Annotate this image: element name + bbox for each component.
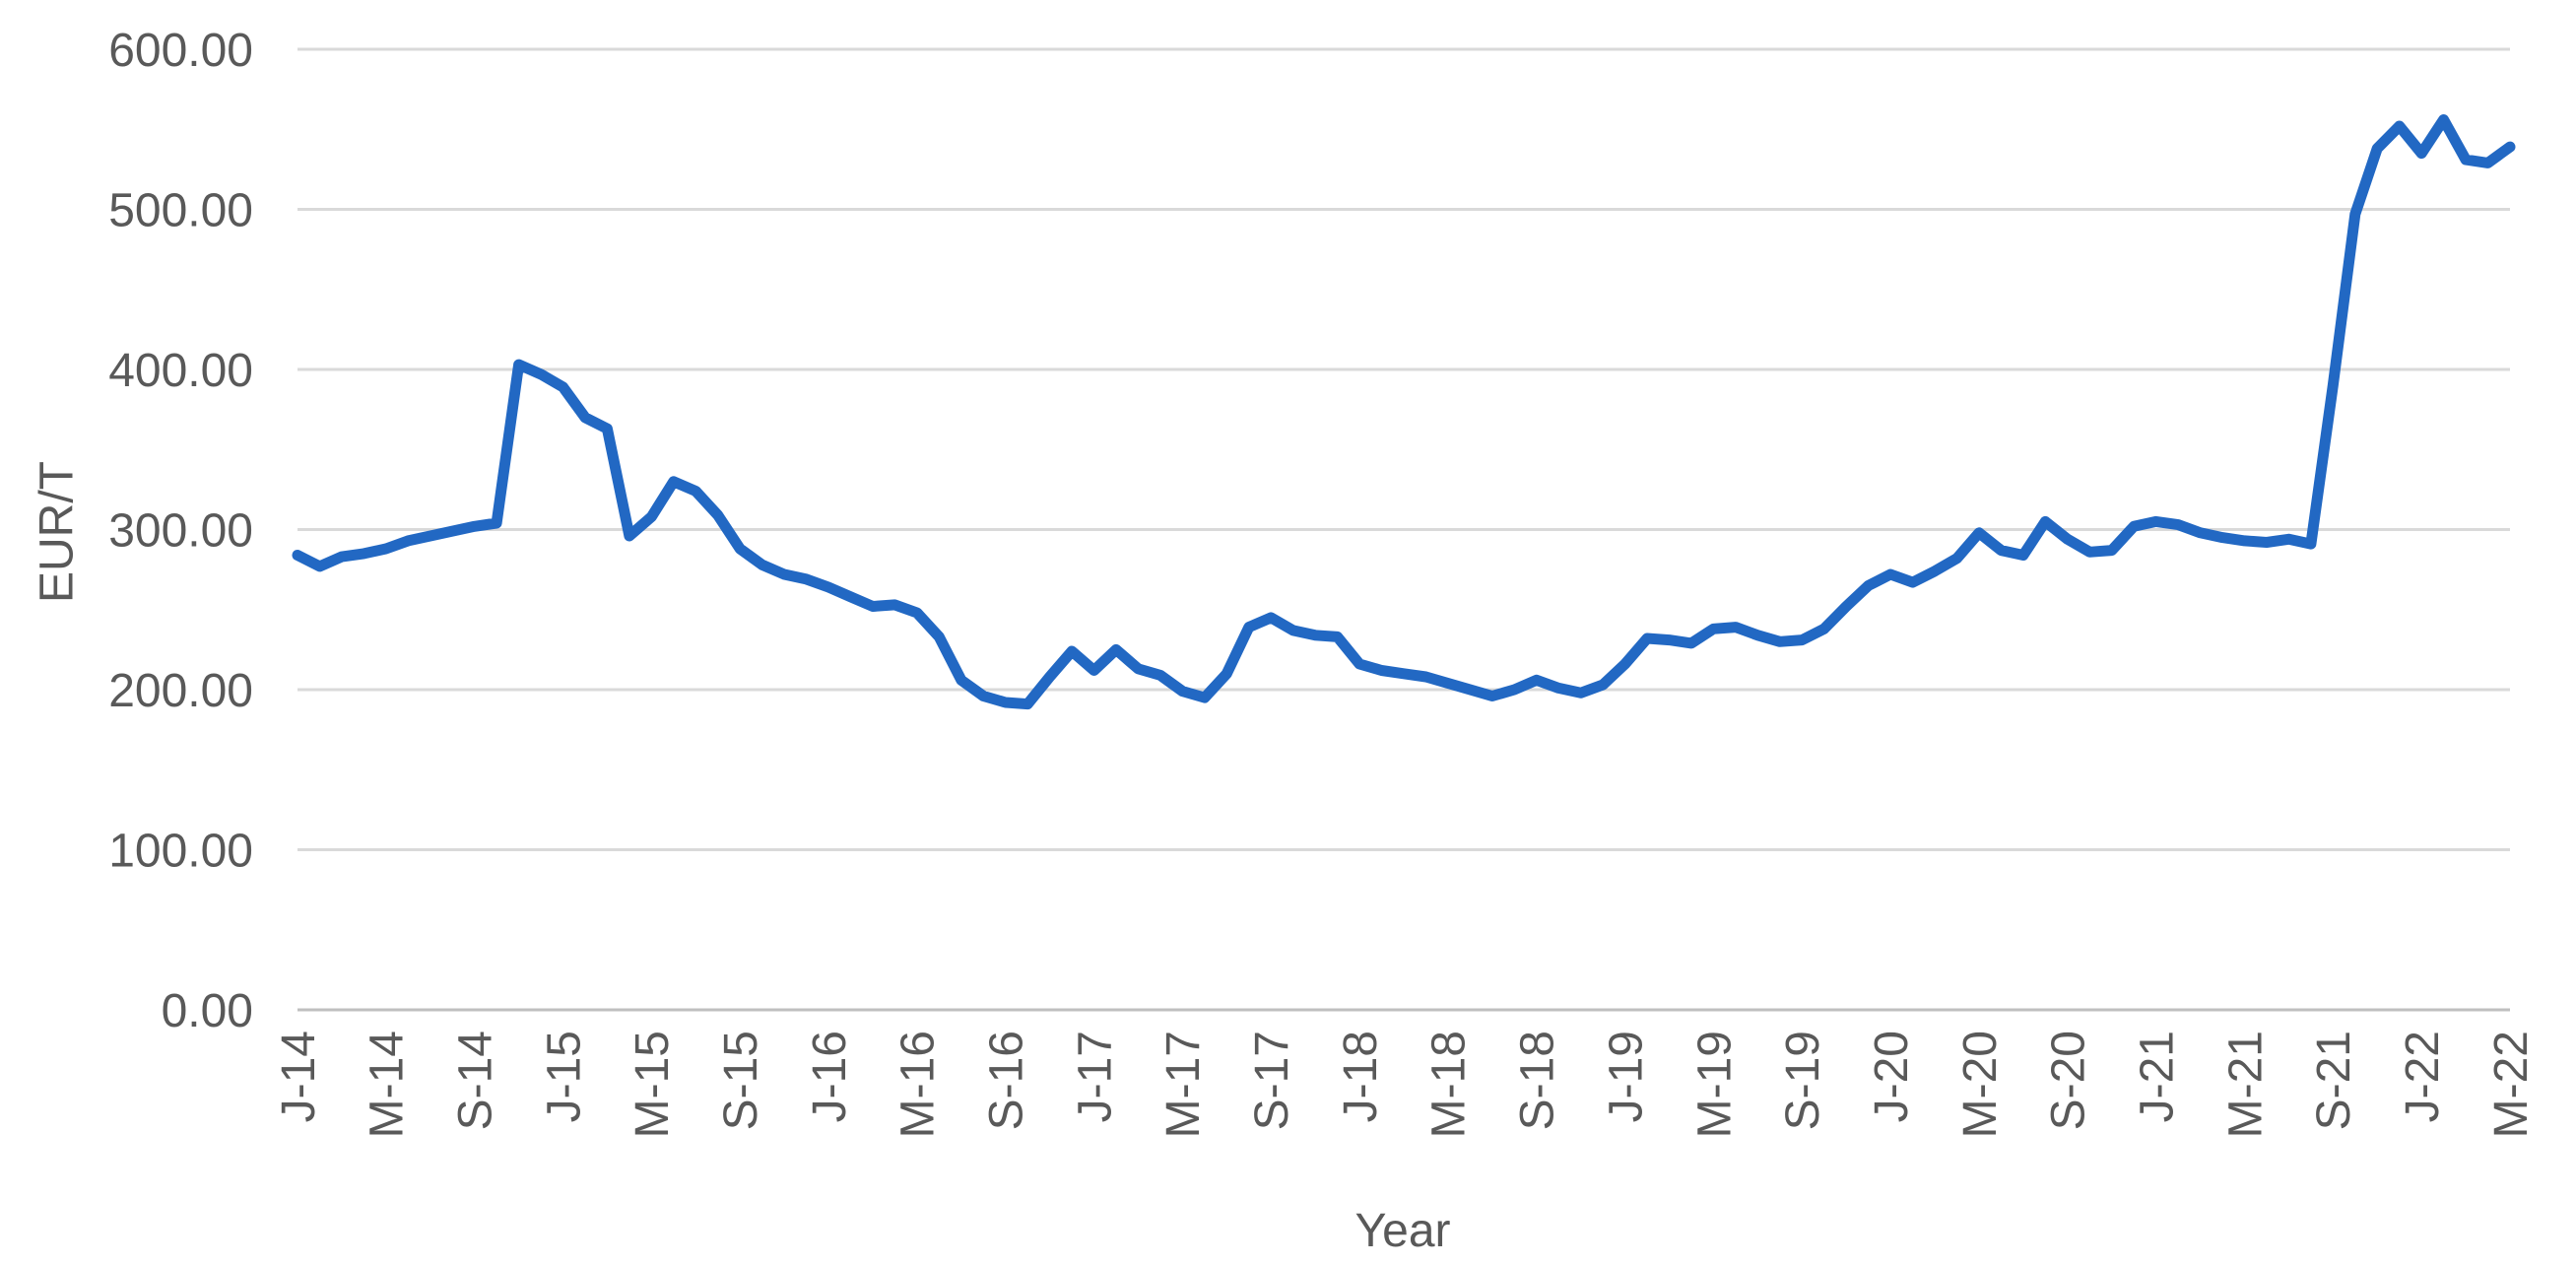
x-tick-label: M-17 <box>1157 1031 1210 1138</box>
x-tick-label: S-21 <box>2308 1031 2360 1130</box>
x-tick-label: M-22 <box>2485 1031 2538 1138</box>
x-tick-label: S-14 <box>449 1031 501 1130</box>
x-tick-label: J-22 <box>2397 1031 2449 1122</box>
x-tick-label: M-14 <box>362 1031 414 1138</box>
x-tick-label: J-18 <box>1335 1031 1387 1122</box>
x-tick-label: S-16 <box>981 1031 1033 1130</box>
x-tick-label: J-17 <box>1069 1031 1121 1122</box>
x-tick-label: J-16 <box>804 1031 856 1122</box>
price-line <box>292 114 2516 710</box>
x-tick-label: S-18 <box>1512 1031 1564 1130</box>
x-axis-title: Year <box>1354 1205 1451 1257</box>
x-tick-label: M-16 <box>892 1031 945 1138</box>
y-tick-label: 0.00 <box>162 985 253 1037</box>
y-tick-label: 500.00 <box>108 184 253 236</box>
y-axis-title: EUR/T <box>31 461 84 603</box>
x-tick-label: M-15 <box>627 1031 679 1138</box>
x-tick-label: J-19 <box>1600 1031 1652 1122</box>
x-tick-label: S-20 <box>2043 1031 2095 1130</box>
y-tick-label: 300.00 <box>108 504 253 557</box>
y-tick-label: 100.00 <box>108 825 253 877</box>
x-tick-label: J-15 <box>538 1031 590 1122</box>
y-tick-label: 400.00 <box>108 345 253 397</box>
x-tick-label: M-20 <box>1954 1031 2007 1138</box>
x-tick-label: S-15 <box>715 1031 767 1130</box>
x-tick-label: M-18 <box>1423 1031 1476 1138</box>
y-tick-label: 200.00 <box>108 665 253 717</box>
x-tick-label: M-19 <box>1688 1031 1741 1138</box>
y-tick-label: 600.00 <box>108 25 253 77</box>
x-tick-label: J-21 <box>2131 1031 2183 1122</box>
x-tick-label: S-19 <box>1777 1031 1829 1130</box>
x-tick-label: M-21 <box>2219 1031 2272 1138</box>
x-tick-label: J-14 <box>273 1031 325 1122</box>
x-tick-label: S-17 <box>1246 1031 1298 1130</box>
x-tick-label: J-20 <box>1866 1031 1918 1122</box>
